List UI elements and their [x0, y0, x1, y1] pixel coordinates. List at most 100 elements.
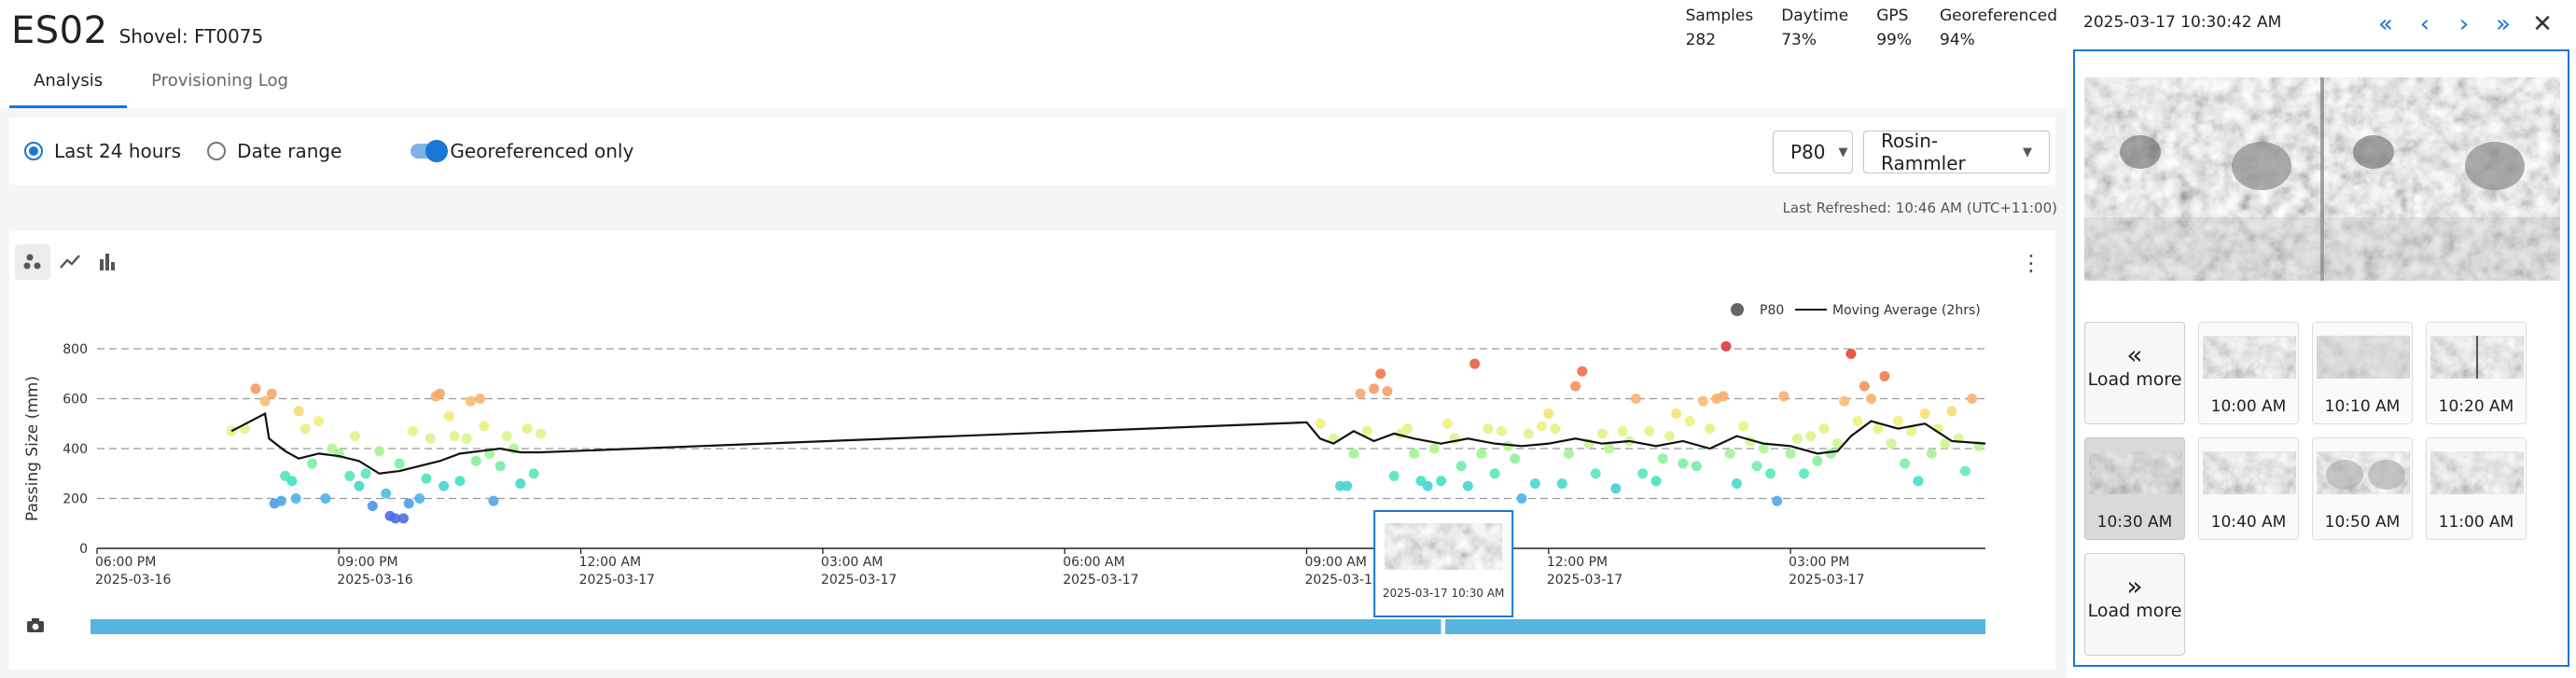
p80-point [1469, 358, 1481, 369]
thumbnail-image [2203, 451, 2296, 494]
p80-point [1919, 408, 1930, 420]
p80-point [1946, 406, 1957, 417]
first-page-icon[interactable]: « [2378, 10, 2393, 38]
load-more-before-button[interactable]: « Load more [2084, 322, 2185, 424]
scatter-view-button[interactable] [15, 244, 50, 280]
thumbnail-label: 11:00 AM [2438, 513, 2514, 532]
p80-point [1462, 480, 1473, 491]
bar-view-button[interactable] [90, 244, 125, 280]
range-last-24-label: Last 24 hours [54, 140, 182, 162]
p80-point [1510, 453, 1521, 464]
thumbnail[interactable]: 10:40 AM [2198, 437, 2299, 540]
radio-unchecked-icon[interactable] [207, 142, 227, 160]
hover-preview-label: 2025-03-17 10:30 AM [1383, 587, 1505, 600]
p80-point [1664, 431, 1675, 442]
p80-point [425, 433, 436, 444]
thumbnail-label: 10:10 AM [2324, 397, 2401, 416]
p80-point [1720, 340, 1732, 352]
p80-point [350, 431, 361, 442]
radio-checked-icon[interactable] [24, 142, 43, 160]
double-chevron-left-icon: « [2126, 339, 2143, 370]
prev-icon[interactable]: ‹ [2419, 10, 2430, 38]
p80-point [1369, 383, 1380, 394]
range-last-24-hours[interactable]: Last 24 hours [24, 140, 181, 162]
p80-point [1577, 366, 1588, 377]
main-photo[interactable] [2084, 77, 2560, 281]
p80-point [528, 468, 539, 479]
x-tick-label-date: 2025-03-17 [579, 573, 655, 588]
p80-point [1563, 448, 1574, 459]
p80-point [1832, 438, 1844, 450]
p80-point [1913, 476, 1924, 487]
p80-point [1859, 381, 1870, 392]
p80-point [1724, 448, 1735, 459]
p80-point [1523, 428, 1534, 439]
tab-analysis[interactable]: Analysis [9, 65, 128, 108]
p80-point [1697, 395, 1708, 407]
p80-point [1570, 381, 1581, 392]
caret-down-icon: ▼ [2023, 145, 2032, 159]
p80-point [1442, 418, 1454, 429]
model-select[interactable]: Rosin-Rammler ▼ [1863, 130, 2050, 174]
thumbnail[interactable]: 10:10 AM [2312, 322, 2413, 424]
next-icon[interactable]: › [2458, 10, 2470, 38]
thumbnail-selected[interactable]: 10:30 AM [2084, 437, 2185, 540]
thumbnail[interactable]: 10:20 AM [2426, 322, 2527, 424]
p80-point [1825, 448, 1836, 459]
p80-point [1892, 416, 1903, 427]
image-coverage-bar [91, 619, 1441, 634]
p80-point [1402, 423, 1413, 435]
p80-point [1537, 421, 1548, 432]
thumbnail[interactable]: 10:00 AM [2198, 322, 2299, 424]
tabs: Analysis Provisioning Log [9, 65, 313, 108]
p80-point [488, 495, 499, 506]
x-tick-label-date: 2025-03-17 [1789, 573, 1864, 588]
p80-point [1650, 476, 1662, 487]
line-view-button[interactable] [52, 244, 88, 280]
p80-point [1428, 443, 1440, 454]
tab-provisioning-log[interactable]: Provisioning Log [151, 71, 288, 90]
p80-point [515, 477, 526, 489]
close-icon[interactable]: ✕ [2532, 10, 2553, 38]
thumbnail[interactable]: 10:50 AM [2312, 437, 2413, 540]
thumbnail-label: 10:40 AM [2210, 513, 2287, 532]
p80-point [1684, 416, 1695, 427]
y-axis-title: Passing Size (mm) [23, 376, 42, 521]
p80-point [470, 455, 481, 466]
caret-down-icon: ▼ [1838, 145, 1848, 159]
stat-label: Samples [1685, 7, 1754, 25]
metric-select[interactable]: P80 ▼ [1773, 131, 1853, 173]
p80-point [1926, 448, 1937, 459]
last-page-icon[interactable]: » [2496, 10, 2511, 38]
range-date-range[interactable]: Date range [207, 140, 341, 162]
x-tick-label-time: 12:00 PM [1547, 555, 1608, 570]
georeferenced-toggle[interactable] [411, 140, 449, 162]
p80-point [360, 468, 371, 479]
device-subtitle: Shovel: FT0075 [118, 25, 264, 48]
p80-point [1818, 423, 1830, 435]
p80-point [1361, 425, 1372, 436]
more-vert-icon[interactable]: ⋮ [2020, 250, 2042, 276]
hover-preview-image [1385, 523, 1503, 570]
p80-point [1610, 483, 1622, 494]
p80-point [1637, 468, 1649, 479]
p80-point [1772, 495, 1783, 506]
p80-point [1503, 440, 1514, 451]
thumbnail-image [2317, 451, 2410, 494]
x-tick-label-date: 2025-03-17 [1063, 573, 1138, 588]
p80-point [275, 495, 286, 506]
x-tick-label-time: 12:00 AM [579, 555, 641, 570]
rock-photo-image [2084, 77, 2560, 281]
load-more-after-button[interactable]: » Load more [2084, 553, 2185, 656]
stats-summary: Samples 282 Daytime 73% GPS 99% Georefer… [1686, 4, 2057, 52]
thumbnail[interactable]: 11:00 AM [2426, 437, 2527, 540]
p80-point [1879, 370, 1890, 381]
y-tick-label: 800 [63, 342, 88, 357]
p80-point [1678, 458, 1689, 469]
p80-point [1617, 425, 1628, 436]
p80-point [354, 480, 365, 491]
p80-point [1785, 448, 1796, 459]
thumbnail-image [2089, 451, 2182, 494]
p80-point [1718, 391, 1729, 402]
header: ES02 Shovel: FT0075 Samples 282 Daytime … [0, 0, 2067, 108]
